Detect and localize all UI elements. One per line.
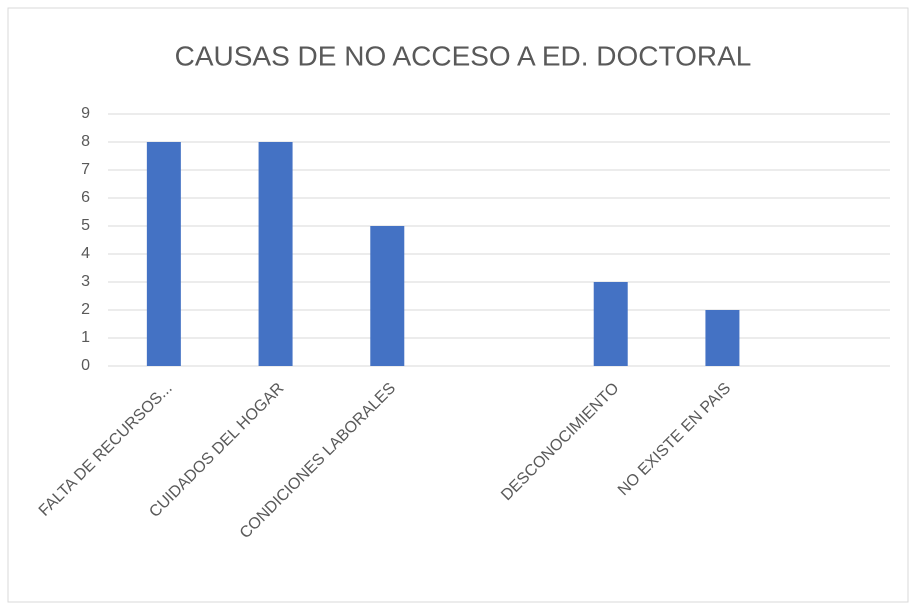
bar: [370, 226, 405, 366]
y-tick-label: 6: [81, 189, 90, 206]
chart-border: [7, 7, 909, 603]
y-tick-label: 2: [81, 301, 90, 318]
y-tick-label: 0: [81, 357, 90, 374]
y-tick-label: 1: [81, 329, 90, 346]
bar: [705, 310, 740, 366]
chart-title: CAUSAS DE NO ACCESO A ED. DOCTORAL: [175, 40, 752, 71]
bar: [593, 282, 628, 366]
bar: [146, 142, 181, 366]
y-tick-label: 9: [81, 105, 90, 122]
y-tick-label: 7: [81, 161, 90, 178]
y-tick-label: 3: [81, 273, 90, 290]
y-tick-label: 8: [81, 133, 90, 150]
y-tick-label: 4: [81, 245, 90, 262]
bar: [258, 142, 293, 366]
y-tick-label: 5: [81, 217, 90, 234]
